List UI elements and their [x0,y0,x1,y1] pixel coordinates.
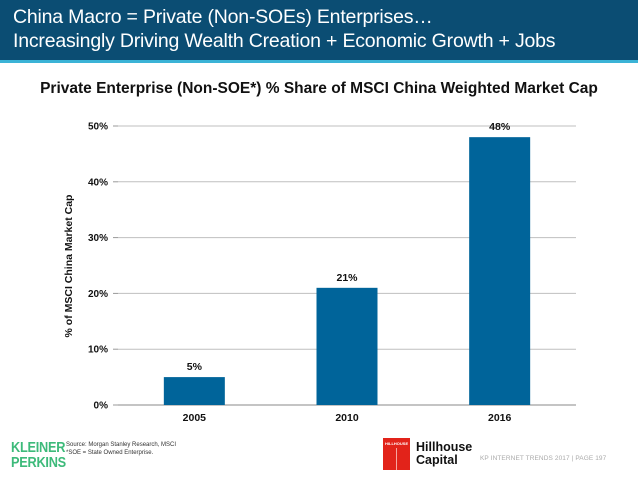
hillhouse-logo-icon: HILLHOUSE [383,438,410,470]
kleiner-perkins-logo: KLEINER PERKINS [11,440,66,470]
y-tick-label: 50% [88,122,108,133]
data-label-2016: 48% [489,121,511,133]
bar-2016 [469,137,531,405]
source-note: Source: Morgan Stanley Research, MSCI *S… [66,442,176,457]
hillhouse-capital-name: Hillhouse Capital [416,441,472,467]
slide-title-line-2: Increasingly Driving Wealth Creation + E… [13,30,556,52]
y-tick-label: 40% [88,177,108,188]
data-labels: 5% 21% 48% [187,121,511,373]
y-tick-label: 20% [88,289,108,300]
x-axis-labels: 2005 2010 2016 [183,412,512,424]
page-footer: KP INTERNET TRENDS 2017 | PAGE 197 [480,455,607,462]
bars [163,137,531,405]
x-tick-label-2016: 2016 [488,412,512,424]
slide-title-line-1: China Macro = Private (Non-SOEs) Enterpr… [13,6,433,28]
y-tick-label: 0% [94,401,109,412]
partner-line-1: Hillhouse [416,440,473,454]
x-tick-label-2005: 2005 [183,412,207,424]
y-tick-label: 30% [88,233,108,244]
header-accent-stripe [0,60,638,63]
hillhouse-logo-line [396,448,397,470]
y-axis-title: % of MSCI China Market Cap [63,195,75,338]
brand-line-1: KLEINER [11,439,66,456]
bar-2005 [163,377,225,405]
hillhouse-logo-mark: HILLHOUSE [385,441,409,446]
brand-line-2: PERKINS [11,454,66,471]
data-label-2005: 5% [187,361,203,373]
source-line-2: *SOE = State Owned Enterprise. [66,449,154,456]
data-label-2010: 21% [336,272,358,284]
chart-title: Private Enterprise (Non-SOE*) % Share of… [40,80,598,97]
partner-line-2: Capital [416,453,458,467]
y-axis-ticks: 0% 10% 20% 30% 40% 50% [88,122,118,412]
slide-header: China Macro = Private (Non-SOEs) Enterpr… [0,0,638,60]
bar-2010 [316,287,378,405]
y-tick-label: 10% [88,345,108,356]
x-tick-label-2010: 2010 [335,412,359,424]
source-line-1: Source: Morgan Stanley Research, MSCI [66,442,177,448]
